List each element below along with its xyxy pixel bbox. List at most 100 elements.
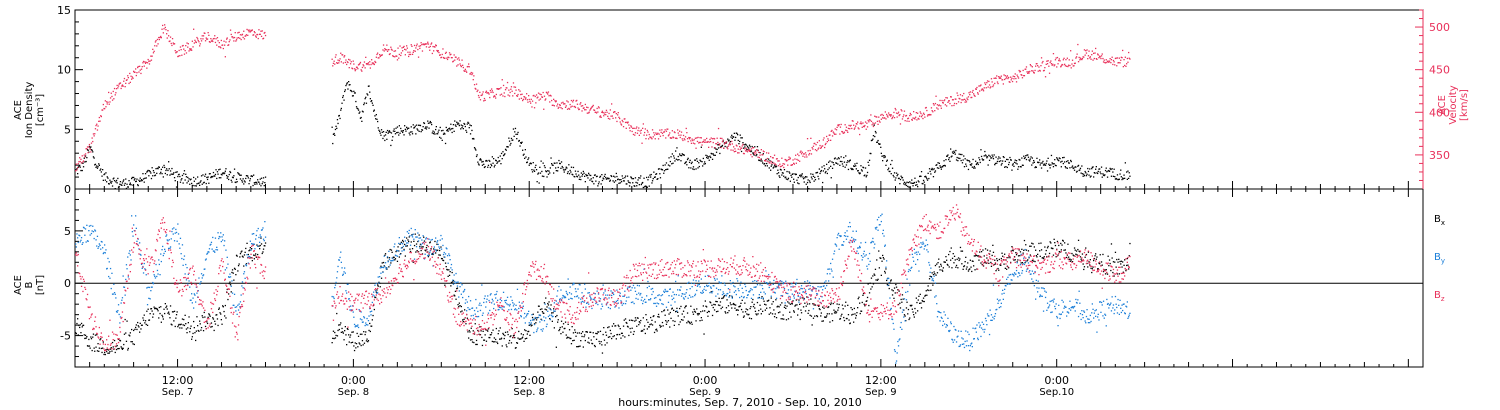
density-series-point — [698, 162, 700, 164]
velocity-series-point — [475, 88, 477, 90]
density-series-point — [422, 126, 424, 128]
series-bx-point — [147, 308, 149, 310]
velocity-series-point — [112, 90, 114, 93]
velocity-series-point — [487, 92, 489, 94]
velocity-series-point — [1054, 64, 1056, 66]
series-bx-point — [905, 307, 908, 309]
density-series-point — [518, 139, 520, 142]
velocity-series-point — [608, 112, 610, 115]
velocity-series-point — [147, 58, 149, 61]
series-bx-point — [1076, 254, 1078, 256]
velocity-series-point — [712, 141, 714, 144]
velocity-series-point — [731, 143, 733, 145]
velocity-series-point — [164, 26, 166, 29]
density-series-point — [405, 130, 407, 132]
velocity-series-point — [141, 66, 143, 68]
density-series-point — [167, 169, 169, 172]
series-bx-point — [634, 317, 637, 319]
density-series-point — [1123, 174, 1125, 176]
density-series-point — [121, 184, 123, 186]
series-bx-point — [1050, 242, 1052, 244]
series-bx-point — [481, 344, 484, 347]
velocity-series-point — [653, 132, 655, 134]
density-series-point — [1079, 169, 1081, 171]
density-series-point — [86, 157, 88, 159]
series-bx-point — [1113, 275, 1115, 277]
velocity-series-point — [259, 33, 261, 35]
density-series-point — [252, 184, 254, 187]
density-series-point — [402, 131, 404, 134]
density-series-point — [1042, 164, 1045, 166]
density-series-point — [1031, 157, 1033, 159]
density-series-point — [948, 158, 950, 161]
velocity-series-point — [801, 151, 803, 153]
velocity-series-point — [400, 54, 402, 57]
series-bx-point — [259, 248, 261, 250]
velocity-series-point — [92, 133, 95, 135]
density-series-point — [760, 160, 762, 162]
series-by-point — [167, 240, 169, 242]
velocity-series-point — [96, 129, 99, 131]
series-bx-point — [657, 313, 660, 316]
series-bx-point — [239, 253, 242, 255]
series-by-point — [156, 269, 159, 272]
series-bx-point — [890, 280, 892, 282]
density-series-point — [557, 170, 559, 172]
density-series-point — [1086, 173, 1088, 175]
velocity-series-point — [473, 84, 476, 86]
velocity-series-point — [396, 55, 398, 57]
velocity-series-point — [615, 117, 617, 119]
velocity-series-point — [971, 91, 973, 93]
density-series-point — [810, 173, 812, 175]
velocity-series-point — [906, 120, 908, 122]
series-bx-point — [84, 337, 86, 340]
series-by-point — [132, 235, 134, 237]
series-by-point — [143, 262, 145, 265]
velocity-series-point — [572, 99, 575, 101]
velocity-series-point — [428, 46, 430, 48]
density-series-point — [701, 161, 703, 163]
density-series-point — [793, 181, 795, 183]
series-bx-point — [199, 323, 201, 325]
series-bx-point — [974, 269, 976, 271]
series-bx-point — [747, 314, 749, 316]
density-series-point — [346, 82, 348, 84]
series-bx-point — [1121, 266, 1123, 268]
series-bx-point — [527, 330, 529, 333]
velocity-series-point — [338, 62, 340, 64]
series-bx-point — [876, 279, 879, 281]
series-bx-point — [562, 331, 564, 333]
series-bx-point — [686, 312, 689, 314]
density-series-point — [802, 178, 805, 180]
velocity-series-point — [1073, 65, 1075, 67]
density-series-point — [256, 183, 258, 185]
series-bx-point — [703, 333, 705, 335]
velocity-series-point — [599, 115, 602, 117]
velocity-series-point — [936, 104, 939, 106]
density-series-point — [591, 181, 594, 183]
series-bx-point — [535, 322, 537, 324]
density-series-point — [86, 149, 89, 151]
velocity-series-point — [404, 54, 406, 56]
velocity-series-point — [431, 42, 433, 44]
density-series-point — [812, 175, 815, 177]
velocity-series-point — [193, 42, 195, 44]
density-series-point — [545, 171, 548, 173]
density-series-point — [413, 126, 416, 129]
series-bx-point — [866, 296, 869, 299]
velocity-series-point — [1030, 65, 1032, 67]
density-series-point — [745, 144, 747, 146]
velocity-series-point — [1108, 61, 1110, 63]
series-bx-point — [1017, 259, 1019, 261]
series-by-point — [123, 286, 125, 288]
density-series-point — [600, 183, 602, 185]
density-series-point — [119, 183, 121, 185]
velocity-series-point — [446, 58, 449, 61]
velocity-series-point — [406, 45, 408, 47]
series-bx-point — [661, 321, 664, 324]
density-series-point — [640, 183, 642, 186]
density-series-point — [951, 151, 954, 153]
series-bx-point — [781, 302, 783, 304]
series-bx-point — [1068, 256, 1070, 258]
velocity-series-point — [106, 103, 108, 105]
